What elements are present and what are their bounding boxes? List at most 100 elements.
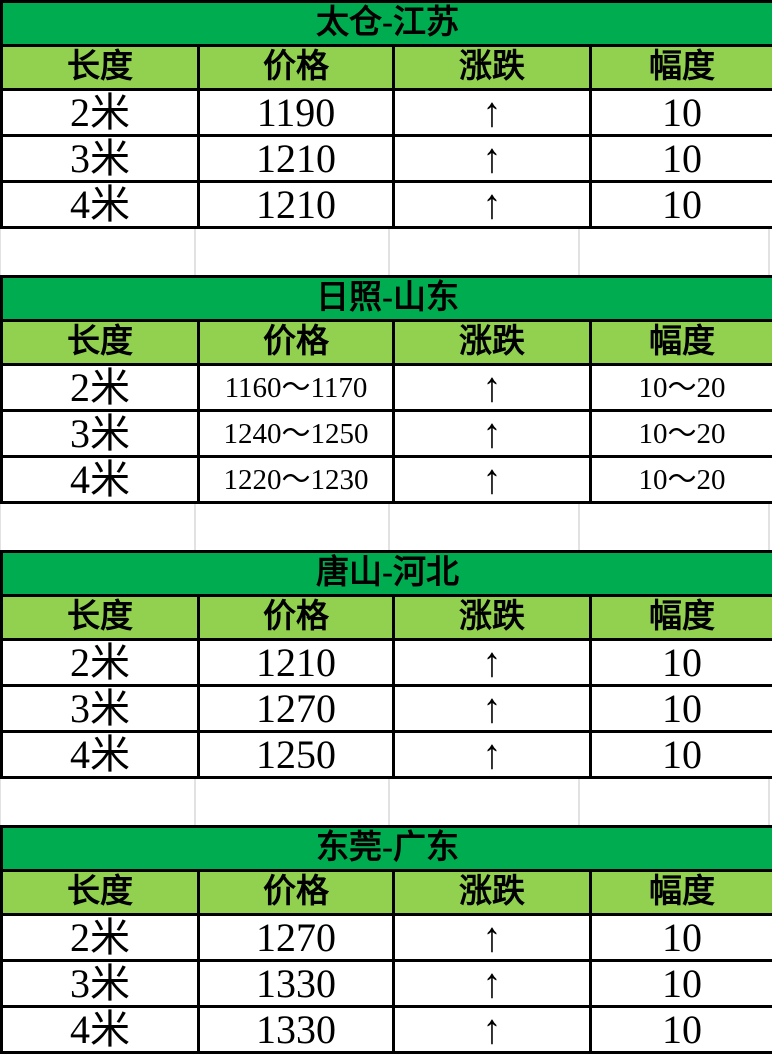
range-cell: 10～20 [589,363,772,412]
up-arrow-icon: ↑ [482,364,502,411]
length-cell: 4米 [0,1005,200,1054]
trend-cell: ↑ [392,409,592,458]
up-arrow-icon: ↑ [482,410,502,457]
column-header: 价格 [197,44,395,91]
range-cell: 10 [589,730,772,779]
length-cell: 4米 [0,730,200,779]
price-table: 太仓-江苏 长度 价格 涨跌 幅度 2米 1190 ↑ 10 3米 1210 ↑ 10 4米 1210 ↑ 10 [0,0,772,229]
table-row: 2米 1160～1170 ↑ 10～20 [0,363,772,412]
up-arrow-icon: ↑ [482,685,502,732]
range-cell: 10 [589,959,772,1008]
length-cell: 3米 [0,409,200,458]
table-title: 太仓-江苏 [0,0,772,47]
length-cell: 4米 [0,180,200,229]
column-header: 幅度 [589,319,772,366]
spreadsheet-gridline-gap [0,779,772,825]
trend-cell: ↑ [392,730,592,779]
price-cell: 1160～1170 [197,363,395,412]
length-cell: 2米 [0,913,200,962]
range-cell: 10 [589,638,772,687]
column-header: 涨跌 [392,319,592,366]
up-arrow-icon: ↑ [482,135,502,182]
trend-cell: ↑ [392,684,592,733]
price-cell: 1190 [197,88,395,137]
trend-cell: ↑ [392,88,592,137]
column-header: 涨跌 [392,869,592,916]
column-header: 长度 [0,869,200,916]
price-cell: 1220～1230 [197,455,395,504]
trend-cell: ↑ [392,1005,592,1054]
price-cell: 1250 [197,730,395,779]
price-cell: 1330 [197,1005,395,1054]
spreadsheet-gridline-gap [0,229,772,275]
table-row: 4米 1210 ↑ 10 [0,180,772,229]
length-cell: 3米 [0,959,200,1008]
column-header: 长度 [0,594,200,641]
table-row: 3米 1330 ↑ 10 [0,959,772,1008]
price-table: 东莞-广东 长度 价格 涨跌 幅度 2米 1270 ↑ 10 3米 1330 ↑ 10 4米 1330 ↑ 10 [0,825,772,1054]
price-cell: 1210 [197,638,395,687]
length-cell: 3米 [0,684,200,733]
range-cell: 10 [589,684,772,733]
trend-cell: ↑ [392,455,592,504]
trend-cell: ↑ [392,134,592,183]
trend-cell: ↑ [392,913,592,962]
table-row: 3米 1270 ↑ 10 [0,684,772,733]
column-header: 幅度 [589,594,772,641]
column-header: 幅度 [589,44,772,91]
column-header: 价格 [197,319,395,366]
column-header: 价格 [197,869,395,916]
price-cell: 1270 [197,684,395,733]
column-header: 涨跌 [392,44,592,91]
trend-cell: ↑ [392,363,592,412]
up-arrow-icon: ↑ [482,914,502,961]
length-cell: 2米 [0,638,200,687]
column-header: 长度 [0,319,200,366]
table-row: 2米 1190 ↑ 10 [0,88,772,137]
length-cell: 4米 [0,455,200,504]
table-row: 4米 1220～1230 ↑ 10～20 [0,455,772,504]
price-cell: 1210 [197,134,395,183]
range-cell: 10 [589,134,772,183]
range-cell: 10～20 [589,455,772,504]
column-header: 幅度 [589,869,772,916]
table-row: 2米 1210 ↑ 10 [0,638,772,687]
range-cell: 10 [589,88,772,137]
up-arrow-icon: ↑ [482,1006,502,1053]
trend-cell: ↑ [392,959,592,1008]
up-arrow-icon: ↑ [482,639,502,686]
table-row: 4米 1330 ↑ 10 [0,1005,772,1054]
up-arrow-icon: ↑ [482,960,502,1007]
up-arrow-icon: ↑ [482,181,502,228]
price-table: 唐山-河北 长度 价格 涨跌 幅度 2米 1210 ↑ 10 3米 1270 ↑ 10 4米 1250 ↑ 10 [0,550,772,779]
price-cell: 1210 [197,180,395,229]
length-cell: 2米 [0,363,200,412]
up-arrow-icon: ↑ [482,89,502,136]
column-header: 长度 [0,44,200,91]
range-cell: 10～20 [589,409,772,458]
price-table: 日照-山东 长度 价格 涨跌 幅度 2米 1160～1170 ↑ 10～20 3米 1240～125… [0,275,772,504]
length-cell: 2米 [0,88,200,137]
table-row: 2米 1270 ↑ 10 [0,913,772,962]
up-arrow-icon: ↑ [482,731,502,778]
range-cell: 10 [589,1005,772,1054]
table-title: 东莞-广东 [0,825,772,872]
spreadsheet-gridline-gap [0,504,772,550]
price-cell: 1330 [197,959,395,1008]
table-title: 唐山-河北 [0,550,772,597]
table-title: 日照-山东 [0,275,772,322]
up-arrow-icon: ↑ [482,456,502,503]
table-row: 4米 1250 ↑ 10 [0,730,772,779]
column-header: 价格 [197,594,395,641]
length-cell: 3米 [0,134,200,183]
trend-cell: ↑ [392,180,592,229]
table-row: 3米 1240～1250 ↑ 10～20 [0,409,772,458]
table-row: 3米 1210 ↑ 10 [0,134,772,183]
range-cell: 10 [589,913,772,962]
price-cell: 1240～1250 [197,409,395,458]
range-cell: 10 [589,180,772,229]
column-header: 涨跌 [392,594,592,641]
trend-cell: ↑ [392,638,592,687]
price-cell: 1270 [197,913,395,962]
